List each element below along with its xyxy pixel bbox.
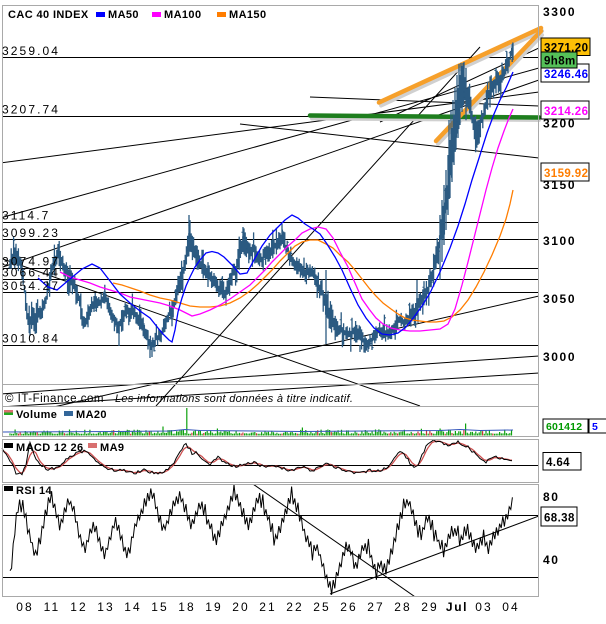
svg-text:MA50: MA50 bbox=[108, 9, 139, 21]
svg-text:3000: 3000 bbox=[543, 350, 576, 364]
svg-text:04: 04 bbox=[502, 600, 520, 614]
svg-text:3010.84: 3010.84 bbox=[2, 332, 60, 346]
svg-text:08: 08 bbox=[16, 600, 34, 614]
svg-text:Les informations sont données: Les informations sont données à titre in… bbox=[115, 393, 353, 405]
svg-text:Jul: Jul bbox=[446, 600, 468, 614]
svg-text:26: 26 bbox=[340, 600, 358, 614]
svg-text:40: 40 bbox=[543, 553, 560, 567]
svg-text:15: 15 bbox=[151, 600, 169, 614]
svg-text:3300: 3300 bbox=[543, 5, 576, 19]
svg-text:3054.27: 3054.27 bbox=[2, 279, 60, 293]
svg-text:3066.44: 3066.44 bbox=[2, 266, 60, 280]
svg-text:MA150: MA150 bbox=[229, 9, 266, 21]
svg-text:25: 25 bbox=[313, 600, 331, 614]
svg-text:RSI 14: RSI 14 bbox=[16, 485, 53, 497]
svg-text:3099.23: 3099.23 bbox=[2, 226, 60, 240]
svg-text:MA20: MA20 bbox=[76, 409, 107, 421]
svg-text:MACD 12 26: MACD 12 26 bbox=[16, 442, 84, 454]
svg-text:3246.46: 3246.46 bbox=[544, 69, 588, 81]
svg-text:601412: 601412 bbox=[546, 421, 582, 433]
svg-text:68.38: 68.38 bbox=[544, 513, 575, 525]
svg-text:12: 12 bbox=[70, 600, 88, 614]
svg-text:3207.74: 3207.74 bbox=[2, 103, 60, 117]
svg-text:3259.04: 3259.04 bbox=[2, 44, 60, 58]
svg-text:20: 20 bbox=[232, 600, 250, 614]
svg-text:14: 14 bbox=[124, 600, 142, 614]
svg-text:3100: 3100 bbox=[543, 234, 576, 248]
svg-text:9h8m: 9h8m bbox=[544, 56, 576, 68]
svg-text:3214.26: 3214.26 bbox=[544, 106, 588, 118]
svg-text:Volume: Volume bbox=[16, 409, 57, 421]
svg-text:13: 13 bbox=[97, 600, 115, 614]
svg-text:03: 03 bbox=[475, 600, 493, 614]
svg-text:3114.7: 3114.7 bbox=[2, 209, 50, 223]
svg-text:27: 27 bbox=[367, 600, 385, 614]
svg-text:29: 29 bbox=[421, 600, 439, 614]
svg-text:3200: 3200 bbox=[543, 117, 576, 131]
svg-text:3074.97: 3074.97 bbox=[2, 255, 60, 269]
svg-text:MA9: MA9 bbox=[100, 442, 124, 454]
svg-text:19: 19 bbox=[205, 600, 223, 614]
svg-text:4.64: 4.64 bbox=[546, 457, 570, 469]
svg-text:© IT-Finance.com: © IT-Finance.com bbox=[5, 393, 104, 405]
svg-text:11: 11 bbox=[44, 600, 61, 614]
svg-text:22: 22 bbox=[286, 600, 304, 614]
svg-text:3050: 3050 bbox=[543, 292, 576, 306]
svg-text:5: 5 bbox=[592, 421, 598, 433]
svg-text:3159.92: 3159.92 bbox=[544, 168, 588, 180]
svg-text:18: 18 bbox=[178, 600, 196, 614]
svg-text:MA100: MA100 bbox=[164, 9, 201, 21]
svg-text:80: 80 bbox=[543, 490, 560, 504]
svg-text:CAC 40 INDEX: CAC 40 INDEX bbox=[8, 9, 89, 21]
svg-text:21: 21 bbox=[259, 600, 277, 614]
svg-text:28: 28 bbox=[394, 600, 412, 614]
